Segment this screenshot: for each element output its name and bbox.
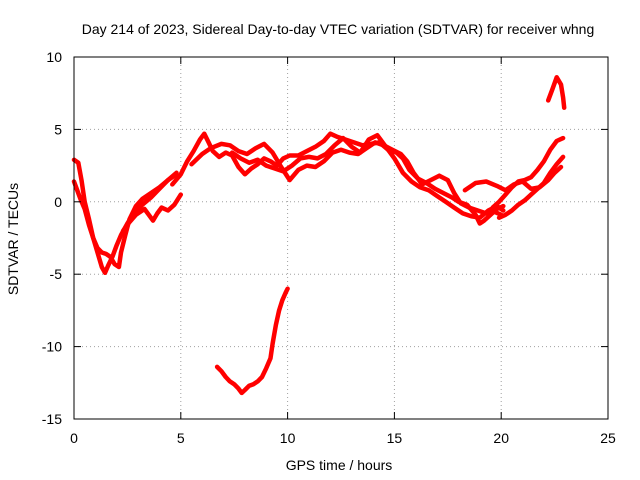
x-tick-label: 0: [70, 430, 78, 446]
series-arc-5: [189, 140, 504, 218]
x-tick-label: 25: [600, 430, 616, 446]
x-tick-label: 5: [177, 430, 185, 446]
series-arc-7: [496, 154, 566, 220]
series-arc-1: [71, 157, 179, 276]
series-arc-10: [545, 75, 567, 110]
axis-ticks: [73, 56, 609, 420]
series-arc-4: [170, 131, 506, 226]
y-tick-label: 10: [46, 49, 62, 65]
grid-lines: [74, 57, 608, 419]
chart-title: Day 214 of 2023, Sidereal Day-to-day VTE…: [82, 21, 595, 37]
plot-frame: [73, 56, 609, 420]
y-tick-label: 0: [54, 194, 62, 210]
y-axis-label: SDTVAR / TECUs: [5, 183, 21, 295]
y-tick-label: -15: [42, 411, 62, 427]
series-arc-3: [120, 192, 184, 234]
series-arc-8: [490, 135, 566, 210]
x-tick-label: 10: [280, 430, 296, 446]
x-tick-label: 20: [493, 430, 509, 446]
series-arc-9: [462, 164, 564, 193]
series-arc-2: [71, 172, 179, 270]
y-tick-label: -5: [50, 266, 63, 282]
x-axis-label: GPS time / hours: [286, 457, 393, 473]
series-arc-6: [229, 132, 506, 220]
plot-series: [71, 75, 567, 396]
series-arc-11: [214, 286, 290, 396]
y-tick-label: -10: [42, 339, 62, 355]
tick-labels: 0 5 10 15 20 25 -15 -10 -5 0 5 10: [42, 49, 616, 446]
x-tick-label: 15: [387, 430, 403, 446]
y-tick-label: 5: [54, 121, 62, 137]
